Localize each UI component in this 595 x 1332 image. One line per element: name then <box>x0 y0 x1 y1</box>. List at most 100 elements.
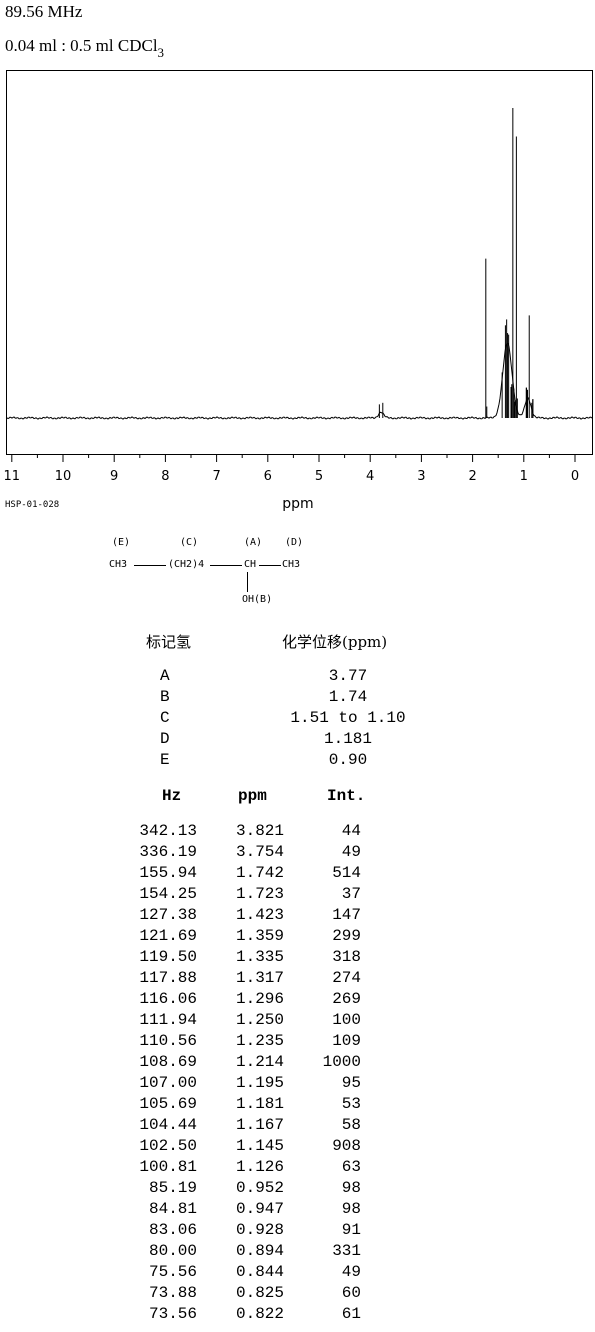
structure-group-ch3-e: CH3 <box>109 559 128 570</box>
peak-intensity: 60 <box>341 1284 361 1302</box>
shift-row-label: E <box>160 751 170 769</box>
peak-hz: 73.56 <box>148 1305 197 1323</box>
peak-ppm: 1.145 <box>235 1137 284 1155</box>
structure-label-a: (A) <box>244 537 263 548</box>
peak-intensity: 1000 <box>322 1053 361 1071</box>
peak-ppm: 0.825 <box>235 1284 284 1302</box>
peak-ppm: 1.126 <box>235 1158 284 1176</box>
shift-row-label: D <box>160 730 170 748</box>
x-tick-label: 0 <box>571 469 579 484</box>
structure-label-e: (E) <box>112 537 131 548</box>
peak-ppm: 1.181 <box>235 1095 284 1113</box>
peak-ppm: 3.821 <box>235 822 284 840</box>
spectrum-baseline <box>5 342 593 420</box>
peak-ppm: 1.359 <box>235 927 284 945</box>
plot-frame <box>6 70 593 455</box>
spectrum-trace <box>5 108 593 420</box>
peak-hz: 116.06 <box>139 990 197 1008</box>
peak-hz: 336.19 <box>139 843 197 861</box>
peak-intensity: 299 <box>332 927 361 945</box>
shift-row-label: C <box>160 709 170 727</box>
peak-hz: 104.44 <box>139 1116 197 1134</box>
peak-ppm: 0.822 <box>235 1305 284 1323</box>
shift-row-value: 1.181 <box>323 730 372 748</box>
peak-ppm: 3.754 <box>235 843 284 861</box>
x-tick-label: 5 <box>315 469 323 484</box>
shift-table-header-shift: 化学位移(ppm) <box>282 633 388 651</box>
peak-hz: 100.81 <box>139 1158 197 1176</box>
peak-intensity: 63 <box>341 1158 361 1176</box>
shift-row-label: A <box>160 667 170 685</box>
peak-table-header-int: Int. <box>327 787 366 805</box>
peak-ppm: 1.742 <box>235 864 284 882</box>
peak-intensity: 269 <box>332 990 361 1008</box>
spectrum-code: HSP-01-028 <box>5 500 60 510</box>
peak-hz: 111.94 <box>139 1011 197 1029</box>
structure-hydroxyl: OH(B) <box>242 594 273 605</box>
peak-hz: 80.00 <box>148 1242 197 1260</box>
shift-table-header-label: 标记氢 <box>146 633 192 651</box>
peak-hz: 342.13 <box>139 822 197 840</box>
peak-intensity: 514 <box>332 864 361 882</box>
shift-row-value: 3.77 <box>328 667 368 685</box>
peak-ppm: 0.844 <box>235 1263 284 1281</box>
x-tick-label: 8 <box>161 469 169 484</box>
peak-intensity: 908 <box>332 1137 361 1155</box>
peak-intensity: 147 <box>332 906 361 924</box>
peak-hz: 127.38 <box>139 906 197 924</box>
sample-subscript: 3 <box>157 45 165 60</box>
peak-intensity: 58 <box>341 1116 361 1134</box>
peak-table-header-hz: Hz <box>162 787 182 805</box>
peak-hz: 110.56 <box>139 1032 197 1050</box>
peak-ppm: 0.952 <box>235 1179 284 1197</box>
peak-hz: 73.88 <box>148 1284 197 1302</box>
structure-group-ch3-d: CH3 <box>282 559 301 570</box>
bond-line <box>259 565 281 566</box>
x-tick-label: 6 <box>264 469 272 484</box>
shift-row-label: B <box>160 688 170 706</box>
peak-intensity: 100 <box>332 1011 361 1029</box>
structure-label-d: (D) <box>285 537 304 548</box>
peak-ppm: 1.214 <box>235 1053 284 1071</box>
peak-ppm: 1.296 <box>235 990 284 1008</box>
bond-line <box>247 572 248 592</box>
peak-table-header-ppm: ppm <box>238 787 267 805</box>
peak-intensity: 331 <box>332 1242 361 1260</box>
peak-ppm: 1.723 <box>235 885 284 903</box>
peak-hz: 83.06 <box>148 1221 197 1239</box>
structure-group-ch2: (CH2)4 <box>168 559 205 570</box>
x-tick-label: 10 <box>55 469 72 484</box>
x-tick-label: 2 <box>468 469 476 484</box>
x-tick-label: 11 <box>4 469 21 484</box>
peak-ppm: 1.335 <box>235 948 284 966</box>
peak-intensity: 37 <box>341 885 361 903</box>
peak-hz: 107.00 <box>139 1074 197 1092</box>
peak-ppm: 1.167 <box>235 1116 284 1134</box>
sample-text: 0.04 ml : 0.5 ml CDCl <box>5 36 158 55</box>
x-tick-label: 3 <box>417 469 425 484</box>
nmr-spectrum-chart: 11 10 9 8 7 6 5 4 3 2 1 0 ppm <box>4 70 593 512</box>
shift-row-value: 1.51 to 1.10 <box>290 709 406 727</box>
peak-ppm: 1.195 <box>235 1074 284 1092</box>
peak-ppm: 0.894 <box>235 1242 284 1260</box>
peak-intensity: 98 <box>341 1179 361 1197</box>
peak-intensity: 49 <box>341 1263 361 1281</box>
peak-hz: 154.25 <box>139 885 197 903</box>
peak-intensity: 61 <box>341 1305 361 1323</box>
peak-hz: 117.88 <box>139 969 197 987</box>
peak-hz: 108.69 <box>139 1053 197 1071</box>
peak-ppm: 0.947 <box>235 1200 284 1218</box>
x-tick-label: 9 <box>110 469 118 484</box>
peak-hz: 121.69 <box>139 927 197 945</box>
peak-intensity: 98 <box>341 1200 361 1218</box>
peak-hz: 75.56 <box>148 1263 197 1281</box>
peak-hz: 119.50 <box>139 948 197 966</box>
peak-hz: 85.19 <box>148 1179 197 1197</box>
peak-hz: 155.94 <box>139 864 197 882</box>
peak-ppm: 0.928 <box>235 1221 284 1239</box>
peak-hz: 105.69 <box>139 1095 197 1113</box>
peak-intensity: 318 <box>332 948 361 966</box>
peak-ppm: 1.235 <box>235 1032 284 1050</box>
x-tick-label: 7 <box>212 469 220 484</box>
structure-label-c: (C) <box>180 537 199 548</box>
